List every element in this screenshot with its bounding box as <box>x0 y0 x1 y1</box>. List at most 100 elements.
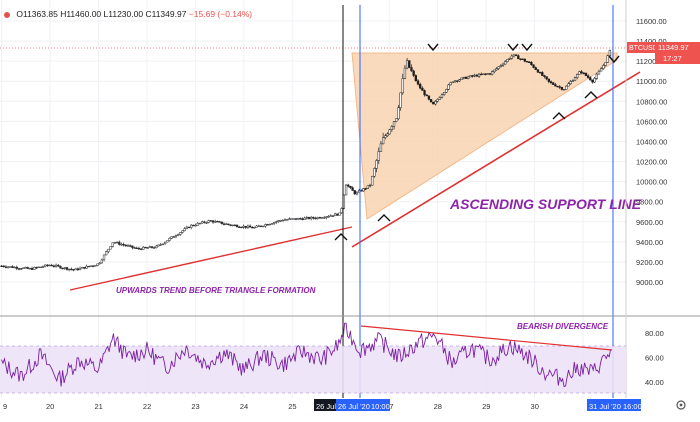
candle-body <box>386 133 389 137</box>
candle-body <box>196 223 199 226</box>
candle-body <box>0 265 3 267</box>
candle-body <box>392 121 396 127</box>
time-tick-label: 20 <box>46 402 54 411</box>
candle-body <box>229 224 232 226</box>
candle-body <box>161 243 165 245</box>
candle-body <box>597 70 601 75</box>
upwards-trend-line[interactable] <box>69 226 353 291</box>
rsi-band <box>0 346 626 393</box>
candle-body <box>604 62 607 66</box>
candle-body <box>310 216 313 220</box>
candle-body <box>61 267 64 270</box>
candle-body <box>139 248 143 250</box>
candle-body <box>482 73 485 75</box>
candle-body <box>469 75 472 78</box>
candle-body <box>54 264 58 267</box>
trough-caret-icon <box>584 91 598 99</box>
candle-body <box>371 175 374 186</box>
rsi-axis[interactable]: 40.00 60.00 80.00 <box>645 329 664 387</box>
candle-body <box>338 212 341 216</box>
candle-body <box>83 266 86 269</box>
candle-body <box>13 266 16 269</box>
candle-body <box>549 81 553 84</box>
candle-body <box>159 244 162 246</box>
candle-body <box>262 225 265 228</box>
ascending-triangle-area[interactable] <box>351 52 618 220</box>
candle-body <box>187 226 191 229</box>
candle-body <box>272 222 276 224</box>
candle-body <box>57 264 60 267</box>
candle-body <box>362 188 365 192</box>
candle-body <box>336 213 339 216</box>
price-badge-price-bg <box>655 42 700 53</box>
candle-body <box>514 54 518 56</box>
candle-body <box>445 89 448 93</box>
settings-gear-icon[interactable] <box>676 400 686 410</box>
candle-body <box>242 225 245 228</box>
candle-body <box>39 266 42 269</box>
candle-body <box>318 217 322 219</box>
time-tick-label: 28 <box>434 402 442 411</box>
candle-body <box>233 224 237 227</box>
candle-body <box>355 191 359 195</box>
candle-body <box>403 67 407 79</box>
candle-body <box>334 213 337 217</box>
candle-body <box>100 259 103 264</box>
candle-body <box>65 267 69 270</box>
trough-markers <box>334 91 598 241</box>
candle-body <box>381 137 385 145</box>
time-tick-label: 22 <box>143 402 151 411</box>
time-tick-label: 30 <box>531 402 539 411</box>
candle-body <box>364 188 367 190</box>
peak-caret-icon <box>521 43 533 52</box>
candle-body <box>137 247 141 250</box>
ohlc-high: H11460.00 <box>60 9 102 19</box>
candle-body <box>576 74 579 78</box>
candle-body <box>323 217 326 219</box>
candle-body <box>299 218 302 220</box>
candle-body <box>366 185 370 189</box>
candle-body <box>81 266 84 269</box>
candle-body <box>447 84 450 90</box>
candle-body <box>554 84 557 87</box>
ascending-support-line[interactable] <box>351 71 641 248</box>
candle-body <box>94 265 97 267</box>
rsi-tick-label: 60.00 <box>645 354 664 363</box>
time-axis[interactable]: 920212223242527282930 <box>3 402 539 411</box>
price-tick-label: 9800.00 <box>636 198 663 207</box>
candle-body <box>126 245 130 247</box>
candle-body <box>179 232 182 235</box>
bearish-divergence-line[interactable] <box>360 325 613 351</box>
candle-body <box>504 61 507 65</box>
candle-body <box>499 65 503 67</box>
candle-body <box>584 72 588 76</box>
time-highlight-end-bg <box>587 399 641 411</box>
time-tick-label: 24 <box>240 402 248 411</box>
candle-body <box>591 79 594 83</box>
price-tick-label: 10600.00 <box>636 117 667 126</box>
candle-body <box>172 236 175 238</box>
candle-body <box>222 223 226 225</box>
candle-body <box>15 266 18 269</box>
candle-body <box>131 245 134 248</box>
candle-body <box>216 221 219 223</box>
time-dark-label: 26 Jul <box>316 402 336 411</box>
candle-body <box>586 75 590 78</box>
candle-body <box>279 220 282 222</box>
price-axis[interactable]: 9000.00 9200.00 9400.00 9600.00 9800.00 10000… <box>636 17 667 287</box>
upwards-trend-label: UPWARDS TREND BEFORE TRIANGLE FORMATION <box>116 286 316 295</box>
candle-body <box>414 75 417 81</box>
candle-body <box>458 79 461 82</box>
candle-body <box>231 224 234 227</box>
candle-body <box>347 184 350 187</box>
candle-body <box>408 60 411 68</box>
time-highlight-end-time: 16:00 <box>623 402 642 411</box>
candle-body <box>595 73 598 79</box>
candle-body <box>508 58 511 60</box>
candle-body <box>109 246 112 250</box>
price-tick-label: 9200.00 <box>636 258 663 267</box>
candle-body <box>451 81 455 83</box>
candle-body <box>275 221 278 223</box>
candle-body <box>399 92 402 109</box>
